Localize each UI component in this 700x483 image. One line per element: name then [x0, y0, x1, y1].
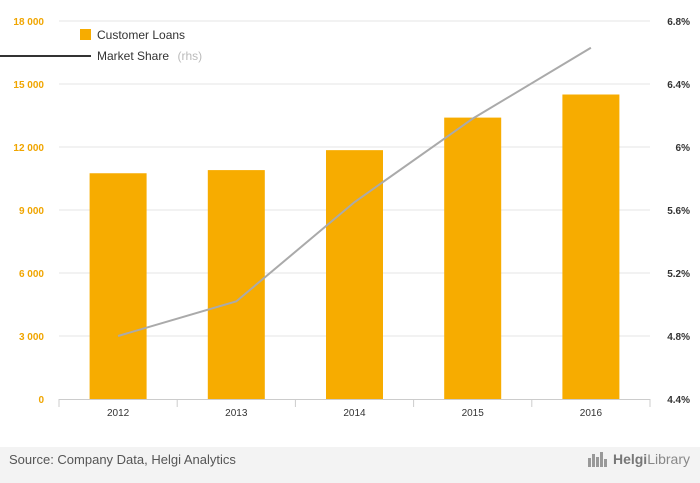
x-tick-label: 2014: [343, 408, 366, 419]
y-left-tick-label: 15 000: [13, 80, 44, 91]
city-skyline-icon: [587, 452, 607, 467]
y-right-tick-label: 5.2%: [667, 269, 690, 280]
y-left-tick-label: 0: [38, 395, 44, 406]
x-tick-label: 2012: [107, 408, 130, 419]
y-right-tick-label: 6.4%: [667, 80, 690, 91]
source-text: Source: Company Data, Helgi Analytics: [9, 452, 236, 467]
y-right-tick-label: 5.6%: [667, 206, 690, 217]
line-series: [117, 46, 592, 337]
legend: Customer Loans Market Share (rhs): [0, 28, 202, 64]
y-right-tick-label: 6.8%: [667, 17, 690, 28]
y-left-tick-label: 12 000: [13, 143, 44, 154]
bar-series: [89, 94, 620, 399]
left-axis-ticks: 0 3 000 6 000 9 000 12 000 15 000 18 000: [13, 17, 44, 406]
y-right-tick-label: 6%: [676, 143, 691, 154]
legend-swatch-loans: [80, 29, 91, 40]
y-left-tick-label: 6 000: [19, 269, 44, 280]
legend-label-share-text: Market Share: [97, 49, 169, 63]
legend-label-share-suffix: (rhs): [177, 49, 202, 63]
helgi-library-logo: Helgi Library: [587, 451, 690, 467]
x-axis: 2012 2013 2014 2015 2016: [58, 399, 651, 419]
y-left-tick-label: 9 000: [19, 206, 44, 217]
brand-prefix: Helgi: [612, 451, 648, 467]
legend-label-share: Market Share (rhs): [97, 47, 202, 64]
bar-customer-loans: [326, 150, 383, 399]
y-right-tick-label: 4.4%: [667, 395, 690, 406]
x-tick-label: 2016: [580, 408, 603, 419]
bar-customer-loans: [562, 94, 620, 399]
footer: Source: Company Data, Helgi Analytics He…: [0, 447, 700, 483]
legend-label-loans: Customer Loans: [97, 28, 185, 42]
bar-customer-loans: [444, 117, 502, 399]
y-left-tick-label: 3 000: [19, 332, 44, 343]
brand-suffix: Library: [647, 451, 690, 467]
x-tick-label: 2015: [462, 408, 485, 419]
y-left-tick-label: 18 000: [13, 17, 44, 28]
x-tick-label: 2013: [225, 408, 248, 419]
bar-customer-loans: [89, 173, 147, 399]
right-axis-ticks: 4.4% 4.8% 5.2% 5.6% 6% 6.4% 6.8%: [667, 17, 690, 406]
y-right-tick-label: 4.8%: [667, 332, 690, 343]
